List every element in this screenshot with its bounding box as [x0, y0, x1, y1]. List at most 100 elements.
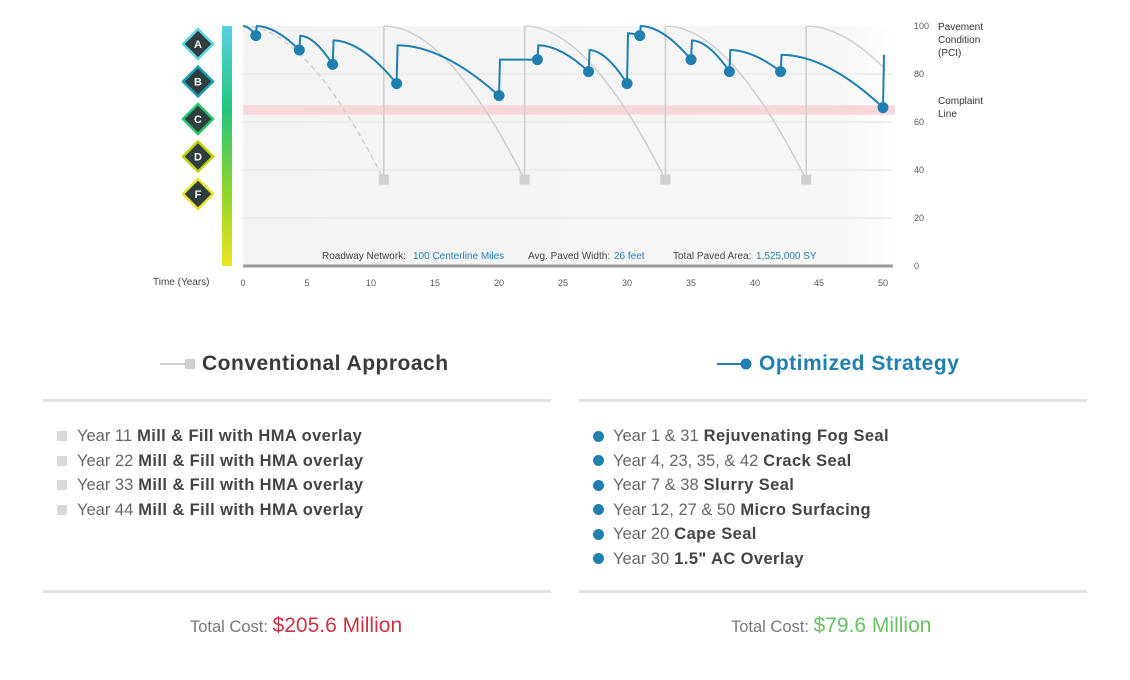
conventional-title-text: Conventional Approach	[202, 352, 449, 375]
optimized-marker	[391, 78, 403, 90]
item-treatment: Rejuvenating Fog Seal	[703, 427, 889, 445]
optimized-marker	[685, 54, 697, 66]
x-tick-label: 50	[878, 278, 888, 288]
item-treatment: Mill & Fill with HMA overlay	[138, 451, 364, 470]
optimized-treatment-list: Year 1 & 31 Rejuvenating Fog Seal Year 4,…	[593, 424, 889, 571]
item-treatment: Crack Seal	[763, 451, 852, 470]
square-bullet-icon	[57, 480, 67, 491]
conventional-treatment-list: Year 11 Mill & Fill with HMA overlay Year…	[57, 424, 363, 522]
conventional-line	[242, 25, 385, 180]
conventional-line	[806, 25, 884, 68]
optimized-marker	[493, 90, 505, 102]
x-tick-label: 20	[494, 278, 504, 288]
list-item: Year 20 Cape Seal	[593, 522, 889, 547]
optimized-marker	[621, 78, 633, 90]
width-value: 26 feet	[614, 251, 645, 262]
item-treatment: Mill & Fill with HMA overlay	[138, 500, 364, 519]
conventional-marker	[801, 174, 812, 185]
conventional-marker	[378, 174, 389, 185]
grade-label: D	[194, 152, 202, 164]
grade-diamond-icon	[181, 27, 215, 61]
item-year: Year 11	[77, 427, 133, 445]
conventional-total-cost: Total Cost: $205.6 Million	[190, 614, 402, 638]
item-treatment: 1.5" AC Overlay	[674, 549, 804, 568]
area-value: 1,525,000 SY	[756, 251, 817, 262]
list-item: Year 1 & 31 Rejuvenating Fog Seal	[593, 424, 889, 449]
conventional-line	[524, 25, 667, 180]
conventional-title: Conventional Approach	[160, 352, 449, 376]
y-axis-label: Pavement Condition (PCI)	[938, 22, 983, 59]
y-tick-label: 80	[914, 69, 924, 79]
total-cost-label: Total Cost:	[731, 618, 809, 636]
optimized-line	[537, 44, 590, 73]
optimized-marker	[293, 44, 305, 56]
conventional-bottom-rule	[43, 590, 551, 593]
circle-bullet-icon	[593, 455, 604, 467]
optimized-reset-line	[882, 54, 885, 108]
grade-label: F	[195, 189, 202, 201]
optimized-title: Optimized Strategy	[717, 352, 959, 376]
y-tick-label: 0	[914, 261, 919, 271]
area-label: Total Paved Area:	[673, 251, 751, 262]
conventional-line	[383, 25, 526, 180]
list-item: Year 22 Mill & Fill with HMA overlay	[57, 449, 363, 474]
optimized-marker	[634, 30, 646, 42]
item-treatment: Mill & Fill with HMA overlay	[137, 427, 363, 445]
grade-label: C	[194, 114, 202, 126]
item-year: Year 30	[613, 549, 670, 568]
width-label: Avg. Paved Width:	[528, 251, 610, 262]
optimized-line	[639, 25, 692, 61]
grade-diamond-icon	[181, 102, 215, 136]
y-tick-label: 60	[914, 117, 924, 127]
optimized-legend-icon	[717, 358, 752, 370]
optimized-marker	[775, 66, 787, 78]
circle-bullet-icon	[593, 479, 604, 491]
optimized-marker	[250, 30, 262, 42]
item-year: Year 33	[77, 476, 134, 494]
list-item: Year 7 & 38 Slurry Seal	[593, 473, 889, 498]
item-year: Year 7 & 38	[613, 476, 699, 494]
network-label: Roadway Network:	[322, 251, 406, 262]
grade-label: A	[194, 39, 202, 51]
total-cost-value: $79.6 Million	[813, 614, 932, 637]
y-tick-label: 20	[914, 213, 924, 223]
optimized-marker	[583, 66, 595, 78]
optimized-marker	[723, 66, 735, 78]
y-tick-label: 40	[914, 165, 924, 175]
item-treatment: Cape Seal	[674, 525, 757, 543]
list-item: Year 44 Mill & Fill with HMA overlay	[57, 498, 363, 523]
optimized-line	[780, 53, 884, 109]
grade-diamond-icon	[181, 139, 215, 174]
x-axis-label: Time (Years)	[153, 277, 210, 288]
plot-background	[243, 26, 895, 266]
optimized-marker	[531, 54, 543, 66]
optimized-top-rule	[579, 399, 1087, 402]
circle-bullet-icon	[593, 504, 604, 516]
optimized-line	[332, 39, 398, 85]
optimized-line	[729, 49, 782, 73]
item-year: Year 1 & 31	[613, 427, 699, 445]
circle-bullet-icon	[593, 430, 604, 442]
optimized-line	[396, 44, 500, 97]
square-bullet-icon	[57, 504, 67, 515]
x-tick-label: 0	[240, 278, 245, 288]
x-tick-label: 45	[814, 278, 824, 288]
optimized-bottom-rule	[579, 590, 1087, 593]
x-tick-label: 40	[750, 278, 760, 288]
item-year: Year 22	[77, 451, 134, 470]
x-tick-label: 10	[366, 278, 376, 288]
item-year: Year 20	[613, 525, 670, 543]
circle-bullet-icon	[593, 553, 604, 565]
item-treatment: Slurry Seal	[703, 476, 795, 494]
x-tick-label: 15	[430, 278, 440, 288]
conventional-top-rule	[43, 399, 551, 402]
conventional-legend-icon	[160, 359, 195, 369]
square-bullet-icon	[57, 431, 67, 442]
optimized-marker	[877, 102, 889, 114]
item-year: Year 12, 27 & 50	[613, 500, 736, 519]
optimized-reset-line	[395, 45, 399, 84]
item-year: Year 4, 23, 35, & 42	[613, 451, 759, 470]
conventional-marker	[519, 174, 530, 185]
total-cost-label: Total Cost:	[190, 618, 268, 636]
grade-label: B	[194, 77, 202, 89]
